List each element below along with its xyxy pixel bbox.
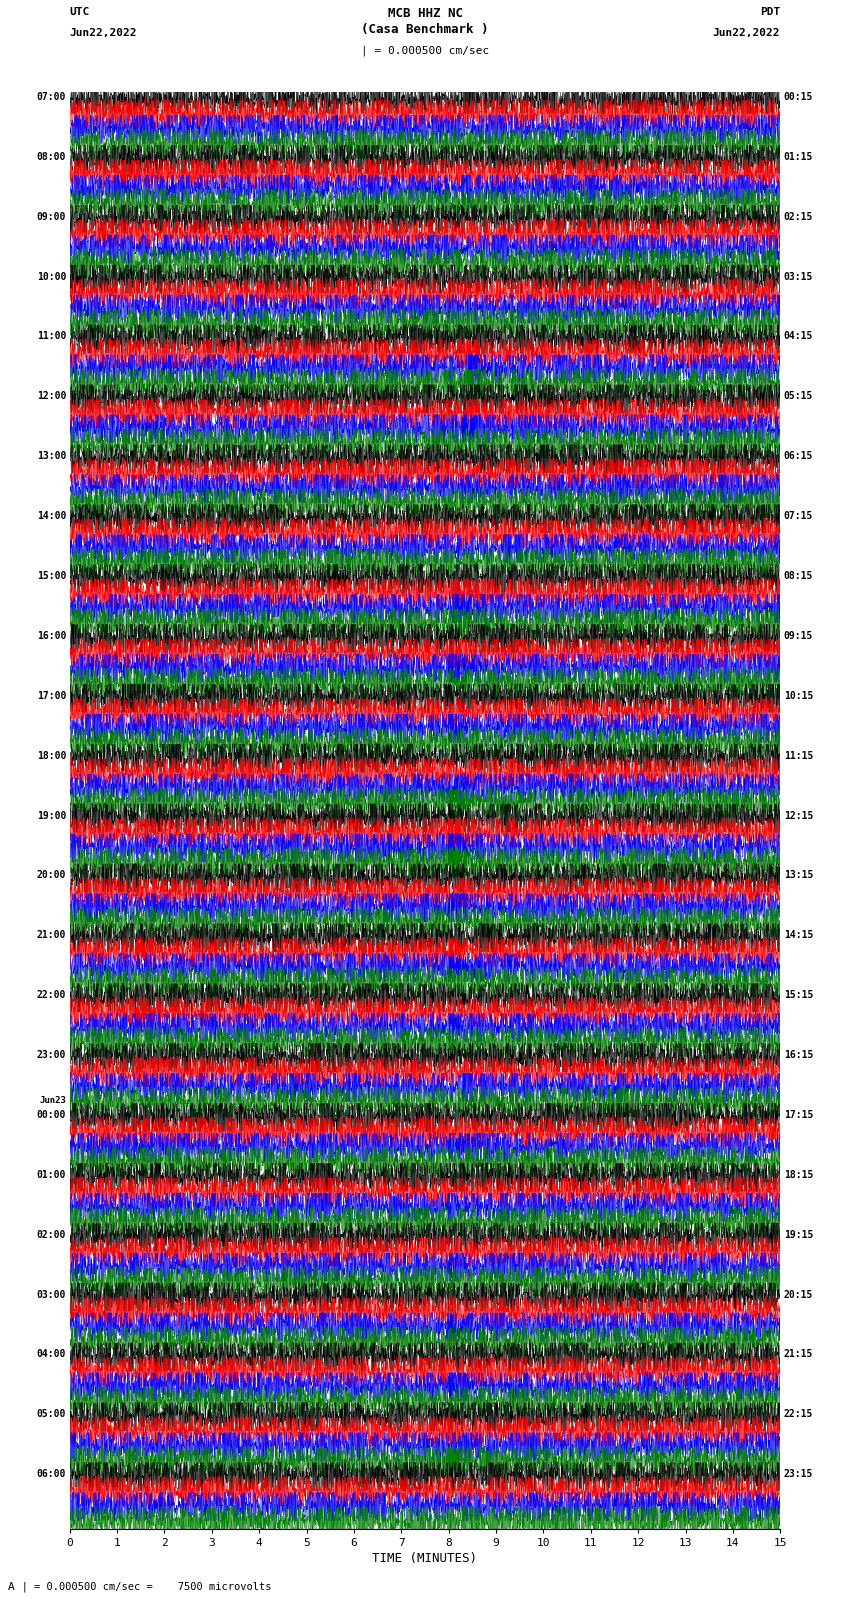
Text: 01:15: 01:15	[784, 152, 813, 161]
Text: 04:15: 04:15	[784, 332, 813, 342]
Text: 02:00: 02:00	[37, 1229, 66, 1240]
Text: 11:15: 11:15	[784, 750, 813, 761]
Text: 13:15: 13:15	[784, 871, 813, 881]
Text: 11:00: 11:00	[37, 332, 66, 342]
Text: 03:15: 03:15	[784, 271, 813, 282]
Text: 21:15: 21:15	[784, 1350, 813, 1360]
Text: 05:00: 05:00	[37, 1410, 66, 1419]
Text: 08:00: 08:00	[37, 152, 66, 161]
Text: 22:00: 22:00	[37, 990, 66, 1000]
Text: 19:15: 19:15	[784, 1229, 813, 1240]
Text: 20:15: 20:15	[784, 1290, 813, 1300]
Text: 00:15: 00:15	[784, 92, 813, 102]
Text: 06:15: 06:15	[784, 452, 813, 461]
Text: 17:00: 17:00	[37, 690, 66, 700]
Text: 17:15: 17:15	[784, 1110, 813, 1119]
Text: 18:00: 18:00	[37, 750, 66, 761]
Text: 07:15: 07:15	[784, 511, 813, 521]
Text: 09:00: 09:00	[37, 211, 66, 221]
Text: 01:00: 01:00	[37, 1169, 66, 1179]
Text: 15:15: 15:15	[784, 990, 813, 1000]
Text: 07:00: 07:00	[37, 92, 66, 102]
Text: 16:00: 16:00	[37, 631, 66, 640]
Text: 16:15: 16:15	[784, 1050, 813, 1060]
Text: 12:00: 12:00	[37, 392, 66, 402]
Text: Jun22,2022: Jun22,2022	[70, 27, 137, 37]
Text: 05:15: 05:15	[784, 392, 813, 402]
Text: 03:00: 03:00	[37, 1290, 66, 1300]
Text: A |: A |	[8, 1581, 29, 1592]
Text: 21:00: 21:00	[37, 931, 66, 940]
Text: 10:15: 10:15	[784, 690, 813, 700]
Text: 09:15: 09:15	[784, 631, 813, 640]
Text: 15:00: 15:00	[37, 571, 66, 581]
Text: 14:00: 14:00	[37, 511, 66, 521]
X-axis label: TIME (MINUTES): TIME (MINUTES)	[372, 1552, 478, 1565]
Text: | = 0.000500 cm/sec: | = 0.000500 cm/sec	[361, 45, 489, 56]
Text: 13:00: 13:00	[37, 452, 66, 461]
Text: 00:00: 00:00	[37, 1110, 66, 1119]
Text: PDT: PDT	[760, 8, 780, 18]
Text: UTC: UTC	[70, 8, 90, 18]
Text: 19:00: 19:00	[37, 811, 66, 821]
Text: = 0.000500 cm/sec =    7500 microvolts: = 0.000500 cm/sec = 7500 microvolts	[34, 1582, 271, 1592]
Text: 12:15: 12:15	[784, 811, 813, 821]
Text: 23:15: 23:15	[784, 1469, 813, 1479]
Text: 04:00: 04:00	[37, 1350, 66, 1360]
Text: 02:15: 02:15	[784, 211, 813, 221]
Text: 10:00: 10:00	[37, 271, 66, 282]
Text: 18:15: 18:15	[784, 1169, 813, 1179]
Text: Jun23: Jun23	[39, 1097, 66, 1105]
Text: 23:00: 23:00	[37, 1050, 66, 1060]
Text: 06:00: 06:00	[37, 1469, 66, 1479]
Text: 14:15: 14:15	[784, 931, 813, 940]
Text: 08:15: 08:15	[784, 571, 813, 581]
Text: (Casa Benchmark ): (Casa Benchmark )	[361, 23, 489, 35]
Text: MCB HHZ NC: MCB HHZ NC	[388, 8, 462, 21]
Text: 20:00: 20:00	[37, 871, 66, 881]
Text: Jun22,2022: Jun22,2022	[713, 27, 780, 37]
Text: 22:15: 22:15	[784, 1410, 813, 1419]
